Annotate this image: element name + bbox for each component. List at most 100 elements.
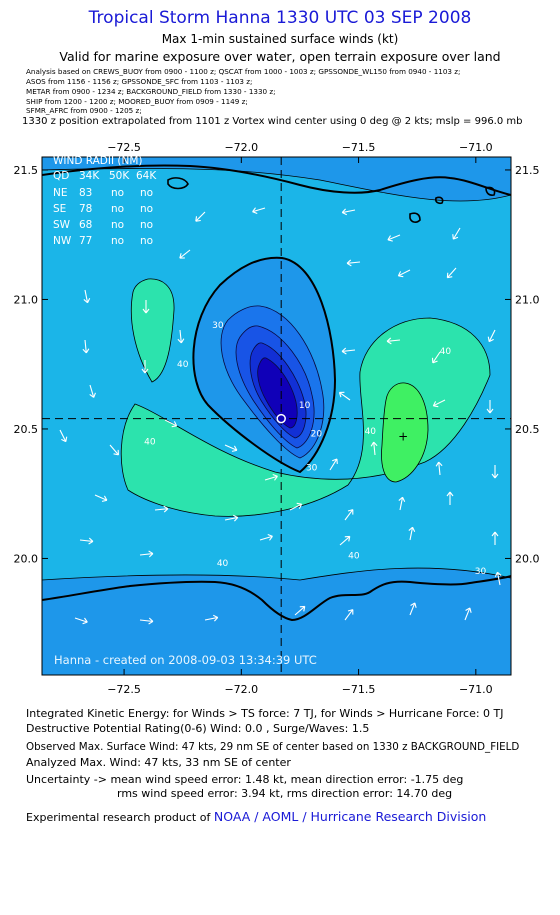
wind-arrow — [486, 400, 494, 414]
wind-arrow — [387, 234, 401, 242]
contour-label: 30 — [475, 567, 487, 577]
wind-arrow — [494, 571, 502, 586]
contour-label: 40 — [177, 360, 189, 370]
wind-radii-header: QD — [53, 170, 69, 182]
wind-radii-header: 64K — [136, 170, 157, 182]
y-tick-label: 20.5 — [515, 423, 540, 436]
wind-arrow — [452, 227, 461, 240]
wind-radii-cell: no — [111, 235, 124, 247]
wind-arrow — [341, 208, 356, 216]
contour-labels: 30 30 10 20 40 40 40 40 40 40 30 — [144, 321, 486, 577]
contour-label: 40 — [144, 437, 156, 447]
wind-arrow — [487, 329, 496, 343]
wind-arrow — [154, 505, 169, 513]
contour-region-30kt — [42, 157, 511, 202]
analysis-line: ASOS from 1156 - 1156 z; GPSSONDE_SFC fr… — [26, 77, 253, 86]
wind-arrow — [338, 391, 351, 401]
wind-arrow — [386, 337, 401, 345]
storm-center-marker — [276, 413, 286, 424]
wind-arrow — [252, 207, 266, 214]
y-tick-label: 21.0 — [515, 293, 540, 306]
wind-arrow — [89, 384, 96, 398]
wind-arrow — [370, 441, 378, 456]
wind-arrow — [179, 249, 191, 259]
map-field: 30 30 10 20 40 40 40 40 40 40 30 + — [42, 157, 511, 675]
contour-label: 40 — [440, 347, 452, 357]
wind-arrow — [164, 419, 178, 428]
subtitle: Max 1-min sustained surface winds (kt) — [161, 32, 399, 46]
wind-arrow — [397, 269, 411, 278]
wind-arrow — [409, 602, 417, 616]
y-tick-label: 21.5 — [515, 164, 540, 177]
x-tick-label: −72.0 — [224, 141, 258, 154]
wind-radii-title: WIND RADII (NM) — [53, 155, 143, 167]
y-tick-label: 20.0 — [515, 552, 540, 565]
x-tick-label: −71.0 — [459, 683, 493, 696]
page-title: Tropical Storm Hanna 1330 UTC 03 SEP 200… — [88, 8, 472, 28]
wind-radii-header: 34K — [79, 170, 100, 182]
wind-radii-cell: 77 — [79, 235, 92, 247]
wind-radii-cell: 78 — [79, 203, 92, 215]
wind-arrow — [109, 444, 120, 456]
contour-label: 30 — [306, 463, 318, 473]
credit-prefix: Experimental research product of — [26, 811, 214, 824]
analysis-line: METAR from 0900 - 1234 z; BACKGROUND_FIE… — [26, 87, 276, 96]
dpr-line: Destructive Potential Rating(0-6) Wind: … — [26, 722, 370, 735]
wind-analysis-map: 30 30 10 20 40 40 40 40 40 40 30 + −72.5 −72.5 −72.0… — [14, 141, 540, 696]
wind-radii-cell: no — [140, 219, 153, 231]
axis-ticks — [42, 157, 511, 675]
wind-arrow — [289, 502, 303, 511]
contour-label: 40 — [217, 559, 229, 569]
axis-tick-labels: −72.5 −72.5 −72.0 −72.0 −71.5 −71.5 −71.0 −71.0… — [14, 141, 540, 696]
subtitle-validity: Valid for marine exposure over water, op… — [59, 49, 501, 64]
max-wind-marker: + — [398, 430, 408, 444]
wind-arrow — [491, 465, 499, 479]
wind-radii-cell: no — [111, 203, 124, 215]
plot-frame — [41, 156, 512, 676]
wind-arrow — [195, 211, 206, 222]
wind-radii-cell: no — [140, 187, 153, 199]
wind-arrow — [177, 329, 185, 344]
wind-radii-cell: NW — [53, 235, 72, 247]
wind-arrow — [341, 347, 356, 355]
wind-arrow — [431, 351, 441, 364]
wind-arrow — [204, 614, 219, 622]
wind-arrow — [142, 300, 150, 314]
observed-max-line: Observed Max. Surface Wind: 47 kts, 29 n… — [26, 741, 520, 753]
contour-label: 40 — [365, 427, 377, 437]
y-tick-label: 21.0 — [14, 293, 39, 306]
wind-arrow — [139, 617, 154, 625]
analyzed-max-line: Analyzed Max. Wind: 47 kts, 33 nm SE of … — [26, 756, 291, 769]
wind-radii-cell: no — [140, 203, 153, 215]
wind-radii-cell: SE — [53, 203, 66, 215]
wind-arrow — [59, 429, 68, 443]
wind-arrow — [346, 259, 361, 267]
wind-arrow — [344, 509, 354, 521]
x-tick-label: −71.0 — [459, 141, 493, 154]
wind-radii-header: 50K — [109, 170, 130, 182]
island-outlines — [167, 177, 496, 223]
contour-region-40kt — [130, 278, 175, 383]
x-tick-label: −72.5 — [107, 683, 141, 696]
wind-arrow — [464, 607, 472, 621]
wind-radii-cell: no — [111, 219, 124, 231]
wind-arrow — [408, 526, 416, 541]
wind-radii-table: WIND RADII (NM) QD 34K 50K 64K NE 83 no … — [53, 155, 157, 247]
y-tick-label: 21.5 — [14, 164, 39, 177]
wind-arrow — [344, 609, 354, 621]
wind-arrow — [224, 444, 238, 452]
analysis-line: SHIP from 1200 - 1200 z; MOORED_BUOY fro… — [26, 97, 248, 106]
wind-arrow — [435, 461, 443, 476]
aoml-link[interactable]: NOAA / AOML / Hurricane Research Divisio… — [213, 809, 487, 824]
y-tick-label: 20.5 — [14, 423, 39, 436]
x-tick-label: −71.5 — [342, 683, 376, 696]
uncertainty-line: Uncertainty -> mean wind speed error: 1.… — [26, 773, 464, 786]
wind-arrow — [432, 399, 446, 408]
wind-arrow — [94, 494, 108, 502]
credit-stamp: Hanna - created on 2008-09-03 13:34:39 U… — [54, 653, 317, 667]
wind-arrow — [141, 360, 149, 374]
wind-radii-cell: no — [111, 187, 124, 199]
analysis-line: SFMR_AFRC from 0900 - 1205 z; — [26, 106, 142, 115]
contour-label: 10 — [299, 401, 311, 411]
contour-label: 20 — [311, 430, 323, 440]
